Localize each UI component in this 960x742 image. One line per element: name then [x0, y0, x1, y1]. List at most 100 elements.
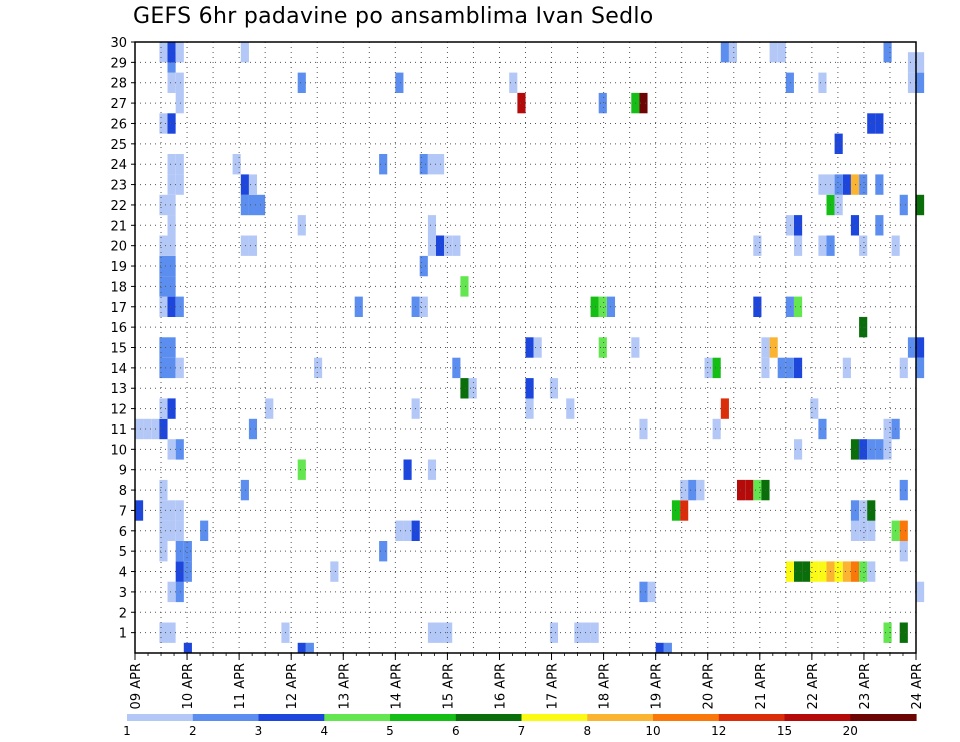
- heatmap-cell: [867, 113, 876, 134]
- legend-swatch: [390, 714, 457, 721]
- heatmap-cell: [549, 378, 559, 399]
- heatmap-cell: [639, 92, 648, 114]
- heatmap-cell: [859, 520, 868, 541]
- x-tick-label: 22 APR: [806, 663, 821, 709]
- legend-label: 2: [189, 724, 197, 738]
- y-tick-label: 18: [110, 280, 127, 295]
- heatmap-cell: [818, 174, 827, 195]
- x-tick-label: 19 APR: [650, 663, 665, 709]
- heatmap-cell: [248, 194, 258, 216]
- legend-swatch: [587, 714, 654, 721]
- heatmap-cell: [875, 174, 884, 195]
- heatmap-cell: [875, 113, 884, 134]
- heatmap-cell: [379, 541, 388, 562]
- heatmap-cell: [297, 459, 306, 480]
- heatmap-cell: [297, 72, 306, 93]
- heatmap-cell: [728, 42, 738, 63]
- y-tick-label: 22: [110, 199, 127, 214]
- y-tick-label: 5: [119, 545, 127, 560]
- heatmap-cell: [330, 561, 339, 582]
- heatmap-cell: [175, 296, 184, 317]
- heatmap-cell: [403, 520, 412, 541]
- heatmap-cell: [850, 500, 860, 521]
- heatmap-cell: [167, 337, 176, 358]
- y-tick-label: 15: [110, 342, 127, 357]
- heatmap-cell: [159, 113, 168, 134]
- heatmap-cell: [590, 296, 599, 317]
- heatmap-cell: [444, 622, 453, 643]
- heatmap-cell: [883, 418, 892, 440]
- heatmap-cell: [460, 378, 469, 399]
- heatmap-cell: [598, 337, 607, 358]
- heatmap-cell: [468, 378, 477, 399]
- heatmap-cell: [240, 174, 249, 195]
- x-tick-label: 14 APR: [389, 663, 404, 709]
- heatmap-cell: [444, 235, 453, 256]
- heatmap-cell: [818, 561, 827, 582]
- heatmap-cell: [850, 215, 860, 236]
- heatmap-cell: [159, 337, 168, 358]
- heatmap-cell: [452, 235, 461, 256]
- heatmap-cell: [175, 42, 184, 63]
- color-legend: 1 2 3 4 5 6 7 8 10 12 15 20: [123, 714, 917, 738]
- heatmap-cell: [899, 541, 908, 562]
- heatmap-cell: [777, 357, 786, 379]
- heatmap-cell: [175, 72, 184, 93]
- heatmap-cell: [159, 398, 168, 419]
- heatmap-cell: [916, 52, 925, 73]
- heatmap-cell: [305, 642, 314, 653]
- heatmap-cell: [183, 642, 192, 653]
- heatmap-cell: [834, 194, 843, 216]
- heatmap-cell: [183, 561, 192, 582]
- heatmap-cell: [753, 235, 762, 256]
- x-tick-label: 18 APR: [598, 663, 613, 709]
- heatmap-cell: [167, 42, 176, 63]
- heatmap-cell: [794, 235, 803, 256]
- heatmap-cell: [883, 622, 892, 643]
- heatmap-cell: [883, 42, 892, 63]
- legend-label: 3: [255, 724, 263, 738]
- heatmap-cell: [159, 255, 168, 277]
- y-tick-label: 1: [119, 627, 127, 642]
- y-tick-label: 8: [119, 484, 127, 499]
- heatmap-cell: [867, 561, 876, 582]
- y-tick-label: 6: [119, 525, 127, 540]
- heatmap-cell: [769, 337, 778, 358]
- heatmap-cell: [712, 418, 721, 440]
- legend-label: 10: [645, 724, 660, 738]
- heatmap-cell: [883, 439, 892, 460]
- heatmap-cell: [785, 296, 794, 317]
- heatmap-cell: [297, 215, 306, 236]
- heatmap-cell: [907, 337, 917, 358]
- heatmap-cell: [379, 154, 388, 175]
- heatmap-cell: [419, 255, 428, 277]
- heatmap-cell: [167, 255, 176, 277]
- heatmap-cell: [907, 72, 917, 93]
- heatmap-cell: [175, 561, 184, 582]
- y-tick-label: 11: [110, 423, 127, 438]
- heatmap-cell: [842, 357, 851, 379]
- legend-label: 8: [583, 724, 591, 738]
- heatmap-cell: [159, 479, 168, 501]
- heatmap-cell: [159, 235, 168, 256]
- y-tick-label: 29: [110, 56, 127, 71]
- heatmap-cell: [916, 72, 925, 93]
- heatmap-cell: [248, 235, 258, 256]
- heatmap-cell: [159, 276, 168, 297]
- heatmap-cell: [818, 235, 827, 256]
- heatmap-cell: [167, 357, 176, 379]
- heatmap-cell: [403, 459, 412, 480]
- x-tick-label: 15 APR: [441, 663, 456, 709]
- legend-label: 12: [711, 724, 726, 738]
- heatmap-cell: [850, 520, 860, 541]
- heatmap-cell: [175, 541, 184, 562]
- heatmap-cell: [175, 174, 184, 195]
- heatmap-cell: [785, 357, 794, 379]
- heatmap-cell: [655, 642, 664, 653]
- heatmap-cell: [834, 174, 843, 195]
- heatmap-cell: [899, 357, 908, 379]
- heatmap-cell: [859, 500, 868, 521]
- legend-label: 1: [123, 724, 131, 738]
- y-tick-label: 28: [110, 77, 127, 92]
- heatmap-cell: [159, 500, 168, 521]
